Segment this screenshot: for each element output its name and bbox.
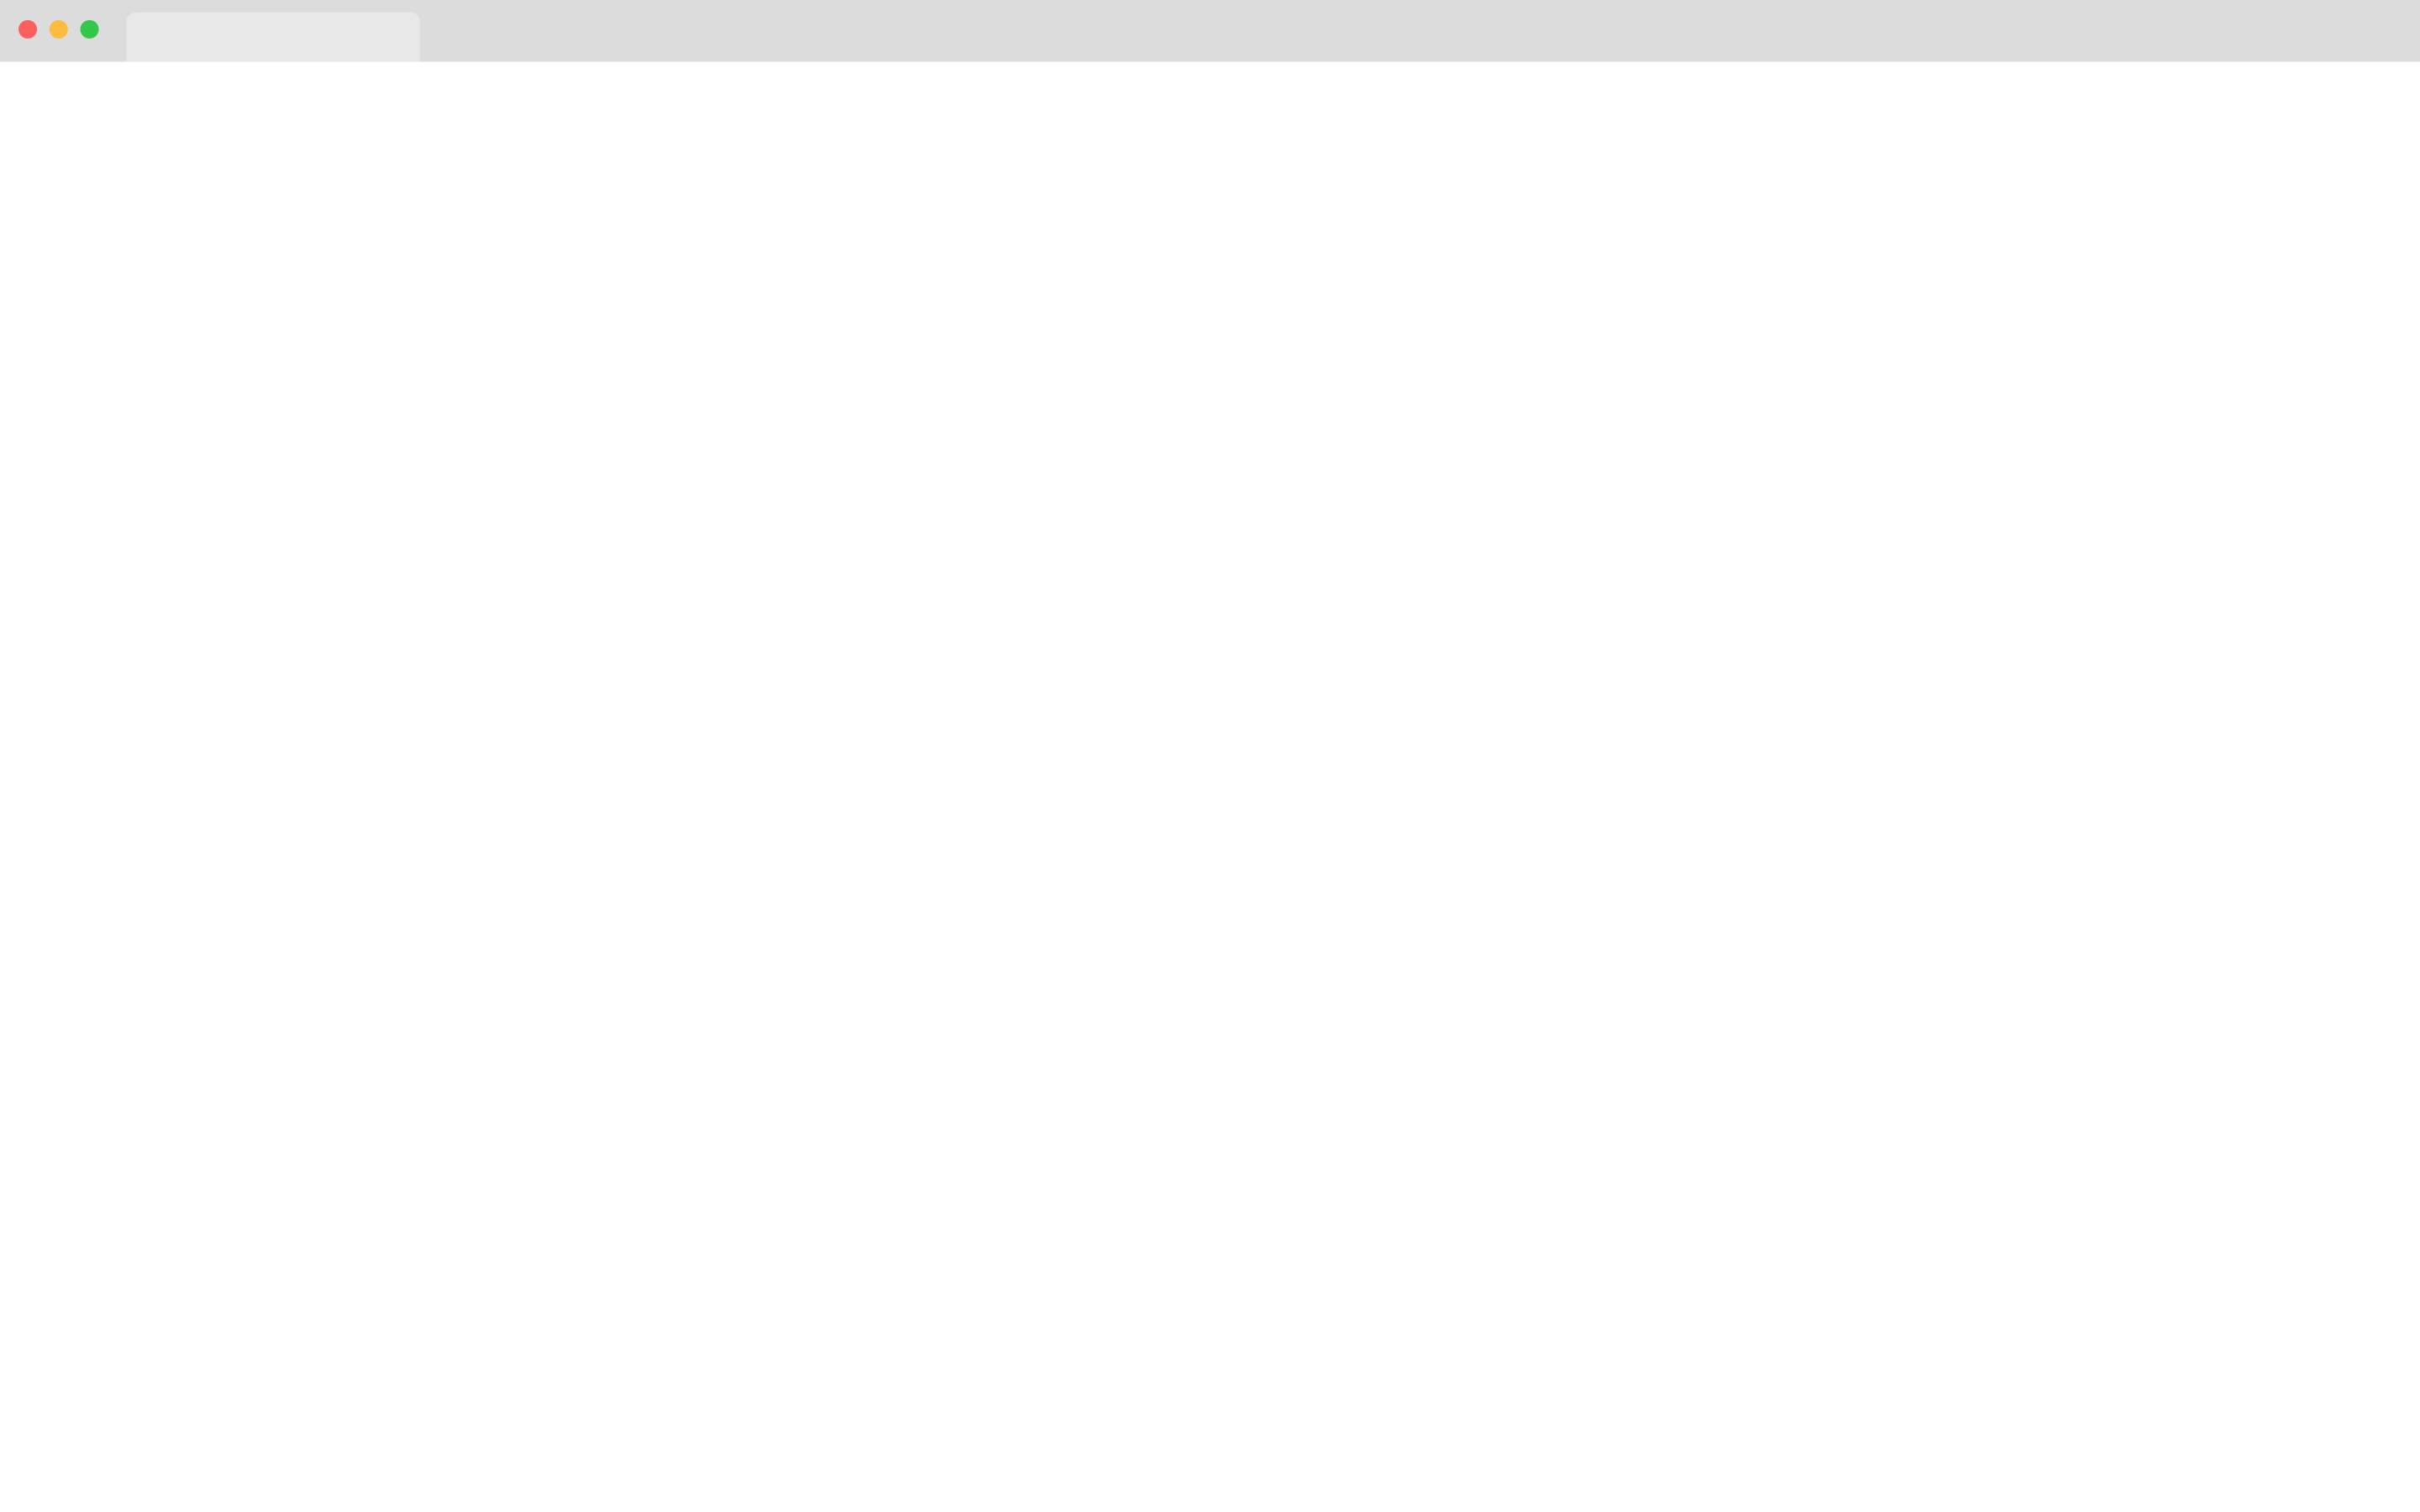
tab[interactable] xyxy=(126,12,420,62)
window-button[interactable] xyxy=(49,19,68,39)
window-button[interactable] xyxy=(80,19,99,39)
window-button[interactable] xyxy=(18,19,38,39)
